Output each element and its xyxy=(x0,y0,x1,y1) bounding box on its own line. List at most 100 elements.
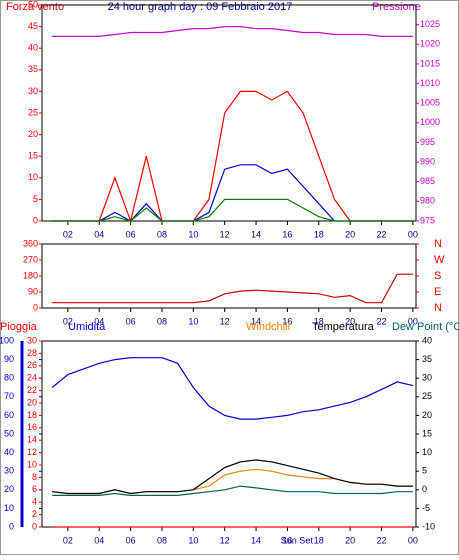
x-tick-label: 14 xyxy=(251,535,261,545)
y3-tick-label: 20 xyxy=(27,397,37,407)
legend-entry: Temperatura xyxy=(312,321,375,333)
y2-tick-label: 20 xyxy=(422,410,432,420)
series-line xyxy=(52,273,413,304)
y-tick-label: 40 xyxy=(4,447,14,457)
y-tick-label: 30 xyxy=(28,86,38,96)
y-tick-label: 90 xyxy=(4,354,14,364)
y2-tick-label: N xyxy=(434,238,442,250)
y3-axis-label: Pioggia xyxy=(0,321,38,333)
series-line xyxy=(51,357,414,420)
y-tick-label: 90 xyxy=(28,286,38,296)
y-tick-label: 60 xyxy=(4,410,14,420)
y3-tick-label: 24 xyxy=(27,373,37,383)
y2-tick-label: 995 xyxy=(420,137,435,147)
y3-tick-label: 2 xyxy=(32,509,37,519)
y3-tick-label: 14 xyxy=(27,435,37,445)
y-tick-label: 270 xyxy=(23,254,38,264)
y2-tick-label: 1000 xyxy=(420,117,440,127)
x-tick-label: 22 xyxy=(376,229,386,239)
y3-tick-label: 0 xyxy=(32,521,37,531)
x-tick-label: 16 xyxy=(282,316,292,326)
y3-tick-label: 16 xyxy=(27,422,37,432)
annotation: Sun Set xyxy=(281,535,314,545)
legend-entry: Umidita xyxy=(68,321,106,333)
series-line xyxy=(52,26,413,37)
y3-tick-label: 18 xyxy=(27,410,37,420)
y-tick-label: 50 xyxy=(4,428,14,438)
y-tick-label: 5 xyxy=(33,194,38,204)
y2-tick-label: 985 xyxy=(420,176,435,186)
x-tick-label: 12 xyxy=(220,535,230,545)
x-tick-label: 04 xyxy=(94,229,104,239)
y3-tick-label: 28 xyxy=(27,348,37,358)
x-tick-label: 10 xyxy=(188,535,198,545)
y-axis-label: Forza vento xyxy=(6,1,64,13)
x-tick-label: 16 xyxy=(282,535,292,545)
x-tick-label: 18 xyxy=(314,535,324,545)
y-tick-label: 0 xyxy=(33,302,38,312)
x-tick-label: 04 xyxy=(94,316,104,326)
x-tick-label: 00 xyxy=(408,229,418,239)
y-tick-label: 10 xyxy=(4,503,14,513)
y2-tick-label: 1025 xyxy=(420,19,440,29)
y3-tick-label: 8 xyxy=(32,472,37,482)
x-tick-label: 20 xyxy=(345,535,355,545)
chart-title: 24 hour graph day : 09 Febbraio 2017 xyxy=(108,1,293,13)
y2-tick-label: 1010 xyxy=(420,78,440,88)
y3-tick-label: 30 xyxy=(27,335,37,345)
x-tick-label: 02 xyxy=(63,316,73,326)
x-tick-label: 04 xyxy=(94,535,104,545)
y-tick-label: 180 xyxy=(23,270,38,280)
x-tick-label: 20 xyxy=(345,229,355,239)
x-tick-label: 08 xyxy=(157,535,167,545)
y2-tick-label: 15 xyxy=(422,428,432,438)
y2-tick-label: W xyxy=(434,254,445,266)
y2-tick-label: S xyxy=(434,270,441,282)
y-tick-label: 20 xyxy=(4,484,14,494)
x-tick-label: 12 xyxy=(220,316,230,326)
y3-tick-label: 6 xyxy=(32,484,37,494)
y3-tick-label: 22 xyxy=(27,385,37,395)
y-tick-label: 50 xyxy=(28,0,38,9)
x-tick-label: 02 xyxy=(63,229,73,239)
y2-tick-label: 0 xyxy=(422,484,427,494)
y-tick-label: 20 xyxy=(28,129,38,139)
series-line xyxy=(52,198,413,222)
x-tick-label: 06 xyxy=(126,229,136,239)
y-tick-label: 80 xyxy=(4,373,14,383)
x-tick-label: 02 xyxy=(63,535,73,545)
x-tick-label: 18 xyxy=(314,316,324,326)
x-tick-label: 18 xyxy=(314,229,324,239)
series-line xyxy=(52,459,413,495)
y2-tick-label: 10 xyxy=(422,447,432,457)
y-tick-label: 30 xyxy=(4,466,14,476)
y2-tick-label: E xyxy=(434,286,441,298)
legend-entry: Windchill xyxy=(246,321,290,333)
x-tick-label: 22 xyxy=(376,316,386,326)
y2-tick-label: -5 xyxy=(422,503,430,513)
x-tick-label: 20 xyxy=(345,316,355,326)
y-tick-label: 45 xyxy=(28,21,38,31)
x-tick-label: 08 xyxy=(157,229,167,239)
y-tick-label: 15 xyxy=(28,151,38,161)
y-tick-label: 25 xyxy=(28,107,38,117)
y2-tick-label: 30 xyxy=(422,373,432,383)
y2-tick-label: 980 xyxy=(420,196,435,206)
x-tick-label: 12 xyxy=(220,229,230,239)
x-tick-label: 10 xyxy=(188,316,198,326)
y-tick-label: 100 xyxy=(0,335,14,345)
x-tick-label: 08 xyxy=(157,316,167,326)
x-tick-label: 16 xyxy=(282,229,292,239)
y2-tick-label: 5 xyxy=(422,466,427,476)
x-tick-label: 06 xyxy=(126,316,136,326)
y2-tick-label: 25 xyxy=(422,391,432,401)
y2-tick-label: 990 xyxy=(420,156,435,166)
legend-entry: Dew Point (°C xyxy=(392,321,459,333)
y3-tick-label: 12 xyxy=(27,447,37,457)
y-tick-label: 40 xyxy=(28,43,38,53)
y3-tick-label: 26 xyxy=(27,360,37,370)
y2-tick-label: -10 xyxy=(422,521,435,531)
y-tick-label: 0 xyxy=(33,215,38,225)
y2-tick-label: 975 xyxy=(420,215,435,225)
